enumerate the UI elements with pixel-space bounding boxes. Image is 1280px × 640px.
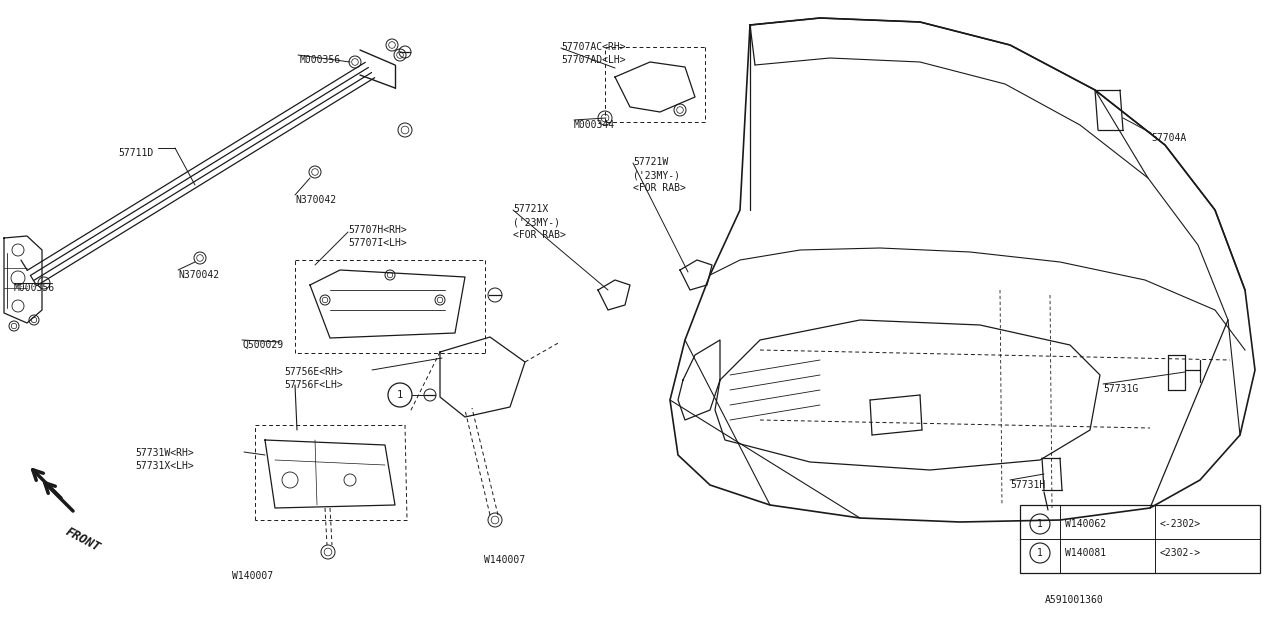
Text: 57704A: 57704A <box>1151 133 1187 143</box>
Text: <FOR RAB>: <FOR RAB> <box>513 230 566 240</box>
Text: 57707AC<RH>: 57707AC<RH> <box>561 42 626 52</box>
Text: 57756F<LH>: 57756F<LH> <box>284 380 343 390</box>
Text: 57707H<RH>: 57707H<RH> <box>348 225 407 235</box>
Text: 1: 1 <box>1037 519 1043 529</box>
Text: 57731W<RH>: 57731W<RH> <box>134 448 193 458</box>
Bar <box>1020 505 1260 573</box>
Text: 57756E<RH>: 57756E<RH> <box>284 367 343 377</box>
Text: W140007: W140007 <box>484 555 525 565</box>
Text: N370042: N370042 <box>178 270 219 280</box>
Text: M000344: M000344 <box>573 120 616 130</box>
Text: M000356: M000356 <box>300 55 342 65</box>
Text: 1: 1 <box>1037 548 1043 558</box>
Text: M000356: M000356 <box>14 283 55 293</box>
Text: A591001360: A591001360 <box>1044 595 1103 605</box>
Text: ('23MY-): ('23MY-) <box>513 217 561 227</box>
Text: W140007: W140007 <box>232 571 273 581</box>
Text: W140062: W140062 <box>1065 519 1106 529</box>
Text: <FOR RAB>: <FOR RAB> <box>634 183 686 193</box>
Text: <2302->: <2302-> <box>1160 548 1201 558</box>
Text: 57731G: 57731G <box>1103 384 1138 394</box>
Text: 57731X<LH>: 57731X<LH> <box>134 461 193 471</box>
Text: 57721W: 57721W <box>634 157 668 167</box>
Text: 1: 1 <box>397 390 403 400</box>
Text: 57707I<LH>: 57707I<LH> <box>348 238 407 248</box>
Text: 57711D: 57711D <box>118 148 154 158</box>
Text: 57731H: 57731H <box>1010 480 1046 490</box>
Text: ('23MY-): ('23MY-) <box>634 170 680 180</box>
Text: 57707AD<LH>: 57707AD<LH> <box>561 55 626 65</box>
Text: N370042: N370042 <box>294 195 337 205</box>
Text: Q500029: Q500029 <box>242 340 283 350</box>
Text: W140081: W140081 <box>1065 548 1106 558</box>
Text: FRONT: FRONT <box>63 525 102 554</box>
Text: 57721X: 57721X <box>513 204 548 214</box>
Text: <-2302>: <-2302> <box>1160 519 1201 529</box>
